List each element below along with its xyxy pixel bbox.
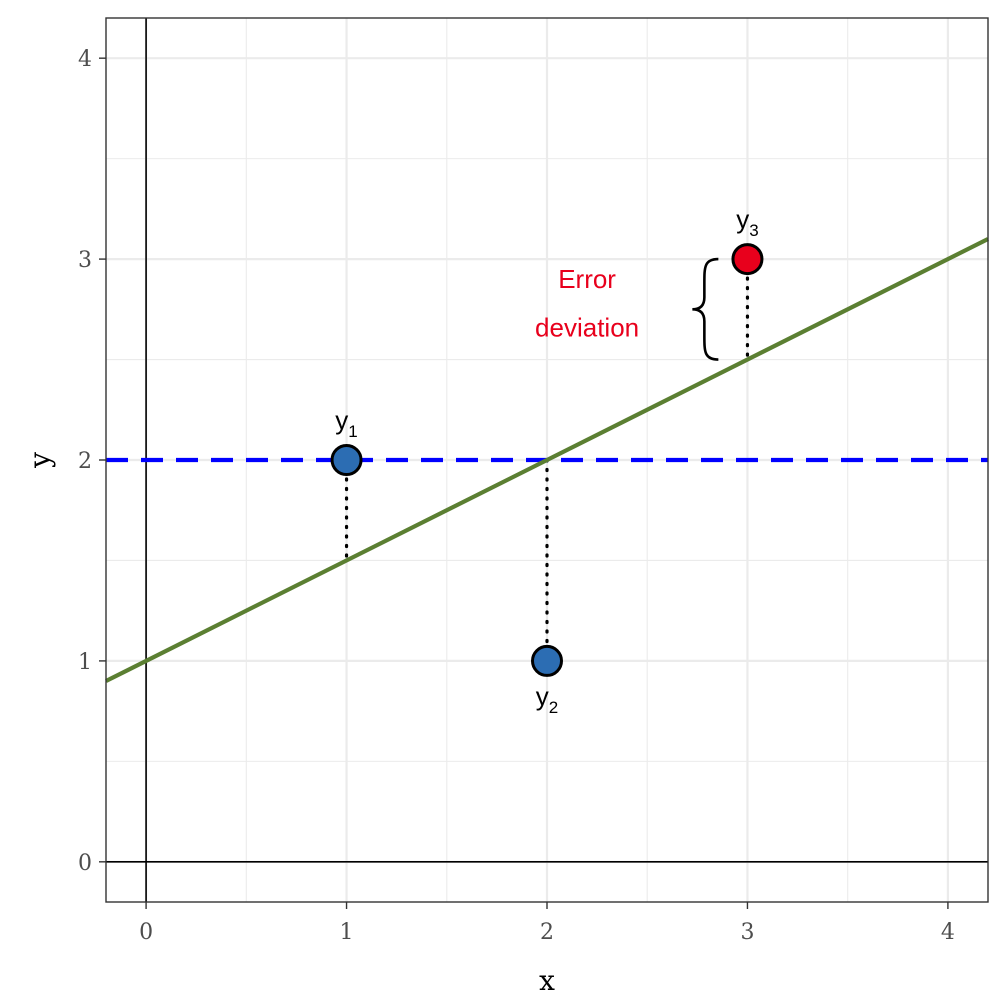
x-axis-title: x	[539, 964, 555, 997]
x-tick-label: 3	[740, 920, 754, 945]
point-label-3: y3	[736, 204, 758, 240]
x-axis: 0 1 2 3 4	[139, 902, 955, 945]
error-annotation: Error deviation	[535, 257, 719, 361]
y-tick-label: 3	[78, 248, 92, 273]
x-tick-label: 2	[540, 920, 554, 945]
data-points	[330, 243, 764, 677]
regression-line-group	[105, 237, 989, 683]
data-point-3	[731, 243, 764, 276]
y-axis-title: y	[24, 452, 57, 469]
y-tick-label: 2	[78, 449, 92, 474]
y-tick-label: 0	[78, 851, 92, 876]
point-labels: y1 y2 y3	[335, 204, 758, 717]
annotation-text-line-2: deviation	[535, 312, 639, 342]
data-point-1	[330, 444, 363, 476]
x-tick-label: 1	[340, 920, 354, 945]
y-tick-label: 1	[78, 650, 92, 675]
brace	[692, 257, 719, 361]
y-tick-label: 4	[78, 47, 92, 72]
y-axis: 0 1 2 3 4	[78, 47, 106, 876]
x-tick-label: 4	[941, 920, 955, 945]
regression-line	[105, 237, 989, 683]
annotation-text-line-1: Error	[558, 264, 616, 294]
point-label-1: y1	[335, 405, 357, 441]
point-label-2: y2	[536, 681, 558, 717]
data-point-2	[531, 644, 563, 677]
x-tick-label: 0	[139, 920, 153, 945]
